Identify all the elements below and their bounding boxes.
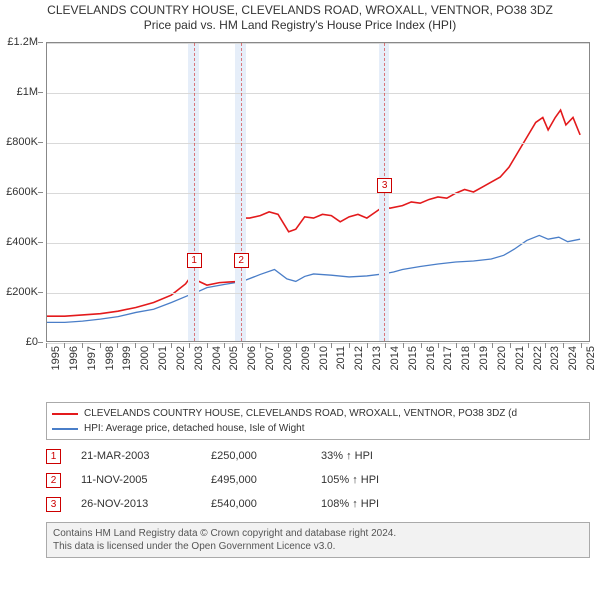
x-tick-label: 2009	[300, 346, 312, 370]
series-line	[47, 110, 580, 316]
x-tick-label: 2021	[514, 346, 526, 370]
sale-date: 11-NOV-2005	[81, 474, 211, 486]
sale-price: £250,000	[211, 450, 321, 462]
footer-line1: Contains HM Land Registry data © Crown c…	[53, 527, 583, 540]
sale-delta: 33% ↑ HPI	[321, 450, 441, 462]
x-tick-label: 2010	[318, 346, 330, 370]
x-tick-label: 2011	[335, 346, 347, 370]
x-tick-label: 1997	[86, 346, 98, 370]
x-tick-label: 2019	[478, 346, 490, 370]
x-tick-label: 1998	[104, 346, 116, 370]
y-tick-label: £400K	[6, 236, 38, 248]
sale-row-marker: 1	[46, 449, 61, 464]
gridline	[47, 43, 589, 44]
chart-svg	[47, 43, 589, 341]
sale-marker-box: 1	[187, 253, 202, 268]
chart-title-line2: Price paid vs. HM Land Registry's House …	[0, 18, 600, 32]
x-tick-label: 2016	[425, 346, 437, 370]
y-tick-label: £600K	[6, 186, 38, 198]
x-tick-label: 2014	[389, 346, 401, 370]
sale-marker-line	[194, 43, 195, 341]
gridline	[47, 143, 589, 144]
y-tick-label: £0	[26, 336, 38, 348]
sale-marker-box: 3	[377, 178, 392, 193]
y-tick-label: £200K	[6, 286, 38, 298]
chart-container: CLEVELANDS COUNTRY HOUSE, CLEVELANDS ROA…	[0, 0, 600, 590]
chart-title-line1: CLEVELANDS COUNTRY HOUSE, CLEVELANDS ROA…	[0, 0, 600, 18]
sale-price: £495,000	[211, 474, 321, 486]
x-axis-labels: 1995 1996 1997 1998 1999 2000 2001 2002 2003 2004…	[46, 344, 590, 404]
legend-item: CLEVELANDS COUNTRY HOUSE, CLEVELANDS ROA…	[52, 406, 584, 421]
legend-label: HPI: Average price, detached house, Isle…	[84, 423, 305, 434]
sale-marker-line	[241, 43, 242, 341]
legend-label: CLEVELANDS COUNTRY HOUSE, CLEVELANDS ROA…	[84, 408, 517, 419]
x-tick-label: 2008	[282, 346, 294, 370]
x-tick-label: 1999	[121, 346, 133, 370]
sale-row: 3 26-NOV-2013£540,000108% ↑ HPI	[46, 492, 590, 516]
gridline	[47, 193, 589, 194]
x-tick-label: 2000	[139, 346, 151, 370]
x-tick-label: 2015	[407, 346, 419, 370]
x-tick-label: 2003	[193, 346, 205, 370]
y-tick-label: £800K	[6, 136, 38, 148]
x-tick-label: 2012	[353, 346, 365, 370]
sale-delta: 105% ↑ HPI	[321, 474, 441, 486]
footer-attribution: Contains HM Land Registry data © Crown c…	[46, 522, 590, 558]
legend-item: HPI: Average price, detached house, Isle…	[52, 421, 584, 436]
sale-marker-box: 2	[234, 253, 249, 268]
x-tick-label: 1996	[68, 346, 80, 370]
x-tick-label: 2013	[371, 346, 383, 370]
x-tick-label: 2017	[442, 346, 454, 370]
x-tick-label: 2018	[460, 346, 472, 370]
x-tick-label: 2023	[549, 346, 561, 370]
legend: CLEVELANDS COUNTRY HOUSE, CLEVELANDS ROA…	[46, 402, 590, 440]
x-tick-label: 2006	[246, 346, 258, 370]
x-tick-label: 1995	[50, 346, 62, 370]
legend-swatch	[52, 428, 78, 430]
sale-row-marker: 3	[46, 497, 61, 512]
gridline	[47, 93, 589, 94]
x-tick-label: 2022	[532, 346, 544, 370]
plot-area: 1 2 3	[46, 42, 590, 342]
sale-date: 21-MAR-2003	[81, 450, 211, 462]
sale-date: 26-NOV-2013	[81, 498, 211, 510]
sale-row-marker: 2	[46, 473, 61, 488]
sale-row: 2 11-NOV-2005£495,000105% ↑ HPI	[46, 468, 590, 492]
x-tick-label: 2020	[496, 346, 508, 370]
x-tick-label: 2001	[157, 346, 169, 370]
sale-delta: 108% ↑ HPI	[321, 498, 441, 510]
y-tick-label: £1.2M	[7, 36, 38, 48]
footer-line2: This data is licensed under the Open Gov…	[53, 540, 583, 553]
x-tick-label: 2004	[211, 346, 223, 370]
x-tick-label: 2007	[264, 346, 276, 370]
legend-swatch	[52, 413, 78, 415]
gridline	[47, 293, 589, 294]
y-axis-labels: £0£200K£400K£600K£800K£1M£1.2M	[0, 42, 42, 342]
sale-row: 1 21-MAR-2003£250,00033% ↑ HPI	[46, 444, 590, 468]
y-tick-label: £1M	[17, 86, 38, 98]
x-tick-label: 2025	[585, 346, 597, 370]
sale-price: £540,000	[211, 498, 321, 510]
x-tick-label: 2024	[567, 346, 579, 370]
sales-table: 1 21-MAR-2003£250,00033% ↑ HPI 2 11-NOV-200…	[46, 444, 590, 516]
x-tick-label: 2002	[175, 346, 187, 370]
gridline	[47, 243, 589, 244]
x-tick-label: 2005	[228, 346, 240, 370]
